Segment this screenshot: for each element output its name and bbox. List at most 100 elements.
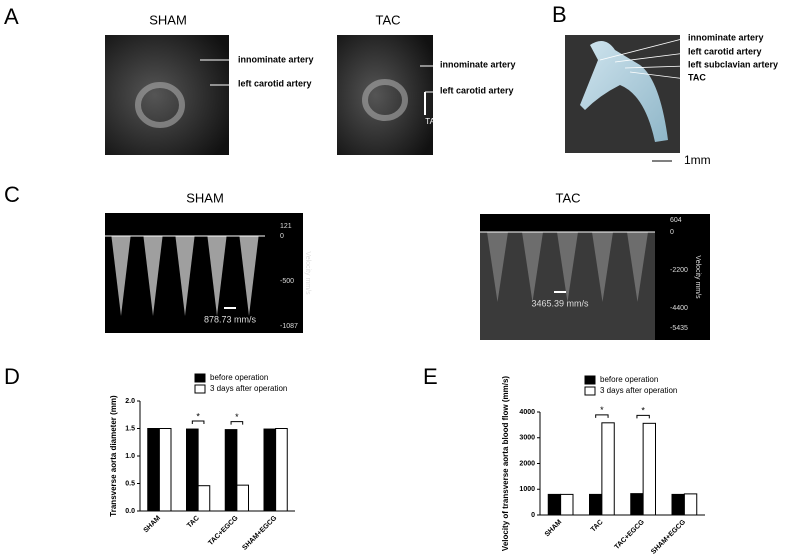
bar: [671, 493, 685, 516]
significance-label: *: [196, 411, 200, 421]
x-tick-label: TAC+EGCG: [207, 514, 240, 547]
annotation: left carotid artery: [688, 46, 762, 56]
doppler-image: 121 0 -500 -1087 Velocity mm/s 878.73 mm/s: [105, 213, 311, 333]
measure-label: 878.73 mm/s: [204, 314, 257, 324]
doppler-spike: [239, 236, 259, 316]
bar: [547, 493, 562, 516]
doppler-spike: [522, 232, 543, 302]
y-tick-label: 2.0: [125, 398, 135, 405]
bar: [630, 493, 644, 516]
doppler-spike: [111, 236, 131, 316]
significance-label: *: [600, 405, 604, 415]
vessel-echo: [362, 79, 408, 121]
bar: [236, 484, 249, 512]
annotation: innominate artery: [238, 54, 314, 64]
x-tick-label: SHAM: [544, 519, 564, 539]
doppler-axis-label: -500: [280, 278, 294, 285]
x-tick-label: SHAM: [143, 515, 163, 535]
bar: [560, 493, 574, 516]
pointers: [599, 37, 687, 80]
doppler-spike: [627, 232, 648, 302]
aorta: [580, 41, 668, 142]
y-axis-label: Velocity of transverse aorta blood flow …: [501, 376, 510, 551]
ultrasound-image: [105, 35, 229, 155]
significance-bracket: [595, 414, 609, 418]
legend-swatch: [584, 386, 596, 396]
legend-swatch: [194, 384, 206, 394]
significance-bracket: [636, 414, 650, 419]
doppler-axis-label: 0: [670, 229, 674, 236]
y-tick-label: 3000: [519, 435, 535, 442]
vessel-echo: [135, 82, 185, 128]
panel-label: E: [423, 364, 438, 389]
doppler-spike: [592, 232, 613, 302]
x-tick-label: TAC: [590, 519, 605, 534]
bar: [197, 485, 211, 512]
doppler-axis-label: -1087: [280, 323, 298, 330]
legend-swatch: [584, 375, 596, 385]
bar: [263, 428, 277, 512]
bar: [147, 428, 160, 512]
legend-label: before operation: [600, 375, 658, 384]
y-tick-label: 1.0: [125, 453, 135, 460]
y-tick-label: 0.5: [125, 480, 135, 487]
doppler-spike: [207, 236, 227, 316]
doppler-axis-title: Velocity mm/s: [304, 251, 311, 295]
annotation: left carotid artery: [440, 85, 514, 95]
bar: [683, 493, 698, 516]
annotation: innominate artery: [440, 59, 516, 69]
bar: [224, 429, 238, 512]
panel-title: TAC: [555, 190, 580, 205]
legend-label: 3 days after operation: [210, 384, 287, 393]
doppler-image: 604 0 -2200 -4400 -5435 Velocity mm/s 3465.39 …: [480, 214, 710, 340]
arrow-label: TAC: [425, 117, 441, 126]
y-tick-label: 1.5: [125, 425, 135, 432]
bar: [158, 428, 172, 512]
bar: [642, 422, 656, 516]
annotation: left subclavian artery: [688, 59, 778, 69]
panel-title: TAC: [375, 12, 400, 27]
significance-bracket: [191, 420, 205, 425]
x-tick-label: TAC: [186, 515, 201, 530]
bar: [601, 422, 615, 516]
scale-label: 1mm: [684, 153, 711, 167]
doppler-axis-label: -5435: [670, 325, 688, 332]
significance-label: *: [235, 412, 239, 422]
measure-label: 3465.39 mm/s: [531, 298, 589, 308]
bar: [275, 428, 288, 512]
doppler-axis-label: 121: [280, 223, 292, 230]
y-axis-label: Transverse aorta diameter (mm): [109, 395, 118, 517]
doppler-axis-label: -4400: [670, 305, 688, 312]
panel-label: D: [4, 364, 20, 389]
legend-swatch: [194, 373, 206, 383]
y-tick-label: 4000: [519, 409, 535, 416]
bar: [186, 428, 199, 512]
y-tick-label: 0: [531, 512, 535, 519]
doppler-axis-label: 604: [670, 217, 682, 224]
y-tick-label: 0.0: [125, 508, 135, 515]
x-tick-label: SHAM+EGCG: [241, 514, 278, 551]
doppler-axis-label: 0: [280, 233, 284, 240]
ultrasound-image: [337, 35, 433, 155]
annotation: innominate artery: [688, 32, 764, 42]
significance-bracket: [230, 421, 244, 425]
doppler-spike: [557, 232, 578, 302]
panel-title: SHAM: [186, 190, 224, 205]
panel-label: A: [4, 4, 19, 29]
panel-label: B: [552, 2, 567, 27]
legend-label: before operation: [210, 373, 268, 382]
doppler-spike: [487, 232, 508, 302]
bar: [589, 493, 603, 516]
significance-label: *: [641, 406, 645, 416]
x-tick-label: TAC+EGCG: [614, 518, 647, 551]
x-tick-label: SHAM+EGCG: [650, 518, 687, 555]
y-tick-label: 2000: [519, 460, 535, 467]
annotation: left carotid artery: [238, 78, 312, 88]
panel-label: C: [4, 182, 20, 207]
doppler-spike: [143, 236, 163, 316]
annotation: TAC: [688, 72, 706, 82]
doppler-axis-title: Velocity mm/s: [694, 255, 701, 299]
y-tick-label: 1000: [519, 486, 535, 493]
legend-label: 3 days after operation: [600, 386, 677, 395]
